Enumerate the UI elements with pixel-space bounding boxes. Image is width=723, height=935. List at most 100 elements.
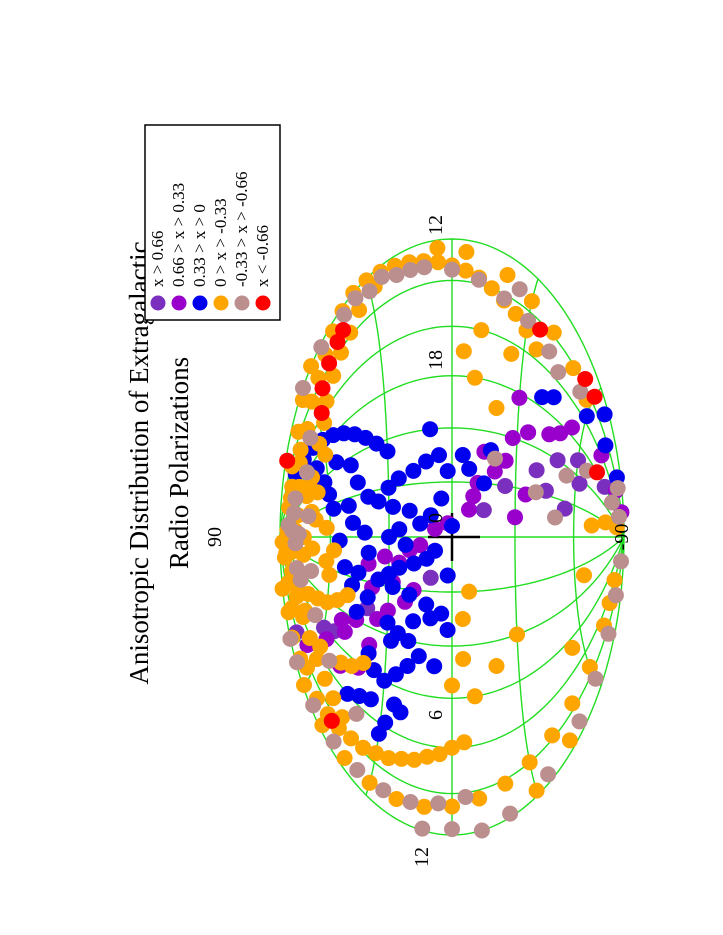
- data-point: [347, 290, 364, 307]
- data-point: [578, 408, 595, 425]
- data-point: [348, 603, 365, 620]
- data-point: [483, 280, 500, 297]
- chart-subtitle: Radio Polarizations: [164, 357, 194, 569]
- data-point: [289, 654, 305, 671]
- data-point: [473, 822, 490, 839]
- data-point: [444, 821, 460, 838]
- data-point: [465, 488, 482, 505]
- data-point: [606, 572, 623, 588]
- data-point: [527, 484, 544, 501]
- data-point: [401, 586, 418, 603]
- data-point: [416, 259, 433, 276]
- data-point: [458, 244, 475, 260]
- data-point: [405, 462, 422, 479]
- data-point: [292, 441, 309, 458]
- data-point: [367, 745, 384, 762]
- data-point: [279, 452, 296, 469]
- data-point: [511, 281, 528, 298]
- data-point: [528, 341, 545, 358]
- data-point: [350, 564, 367, 581]
- data-point: [454, 447, 471, 463]
- data-point: [370, 725, 387, 742]
- data-point: [314, 380, 331, 397]
- data-point: [301, 630, 318, 646]
- data-point: [360, 488, 377, 505]
- tick-ra-18: 18: [425, 350, 447, 370]
- data-point: [439, 567, 456, 584]
- data-point: [561, 732, 578, 749]
- data-point: [433, 605, 450, 622]
- data-point: [426, 658, 443, 675]
- data-point: [528, 782, 545, 799]
- data-point: [410, 648, 427, 665]
- data-point: [305, 697, 322, 714]
- data-point: [323, 712, 340, 729]
- data-point: [504, 430, 521, 446]
- data-point: [280, 516, 297, 533]
- data-point: [361, 283, 378, 300]
- data-point: [600, 625, 617, 642]
- data-point: [444, 677, 460, 694]
- data-point: [418, 596, 435, 613]
- data-point: [343, 730, 359, 747]
- data-point: [303, 358, 320, 375]
- data-point: [577, 371, 594, 387]
- data-point: [541, 343, 558, 360]
- data-point: [511, 389, 528, 406]
- data-point: [388, 791, 405, 807]
- data-point: [487, 450, 503, 467]
- data-point: [444, 261, 460, 278]
- data-point: [339, 685, 356, 702]
- data-point: [302, 429, 319, 446]
- data-point: [321, 566, 338, 583]
- legend-marker: [234, 295, 250, 311]
- data-point: [360, 544, 377, 561]
- data-point: [455, 343, 472, 360]
- data-point: [296, 677, 312, 693]
- data-point: [349, 474, 366, 491]
- data-point: [520, 424, 537, 441]
- data-point: [307, 607, 324, 624]
- data-point: [342, 457, 359, 474]
- data-point: [325, 733, 342, 750]
- data-point: [321, 355, 338, 372]
- data-point: [422, 507, 439, 524]
- data-point: [544, 727, 561, 744]
- data-point: [523, 293, 540, 310]
- data-point: [313, 339, 330, 356]
- data-point: [586, 388, 603, 405]
- tick-dec-bottom: -90: [611, 524, 633, 551]
- data-point: [288, 560, 305, 577]
- data-point: [488, 400, 505, 416]
- legend-label: x > 0.66: [148, 231, 167, 287]
- data-point: [444, 518, 460, 534]
- data-point: [427, 520, 443, 537]
- tick-ra-right: 12: [425, 215, 447, 235]
- data-point: [333, 611, 350, 628]
- data-point: [461, 583, 478, 600]
- data-point: [299, 464, 315, 481]
- data-point: [416, 798, 433, 815]
- data-point: [520, 312, 537, 329]
- data-point: [457, 789, 474, 805]
- data-point: [466, 688, 483, 705]
- data-point: [295, 609, 312, 625]
- data-point: [391, 521, 408, 538]
- data-points: [274, 240, 630, 839]
- data-point: [429, 240, 446, 256]
- data-point: [540, 766, 557, 783]
- grid-parallel: [514, 278, 539, 796]
- data-point: [380, 479, 397, 496]
- legend-marker: [192, 295, 208, 311]
- data-point: [430, 795, 447, 812]
- data-point: [401, 502, 418, 519]
- data-point: [564, 419, 580, 436]
- data-point: [439, 622, 456, 638]
- data-point: [361, 774, 378, 791]
- data-point: [345, 514, 361, 531]
- legend-label: 0.33 > x > 0: [190, 204, 209, 287]
- data-point: [430, 254, 446, 271]
- data-point: [362, 691, 379, 708]
- data-point: [300, 508, 317, 525]
